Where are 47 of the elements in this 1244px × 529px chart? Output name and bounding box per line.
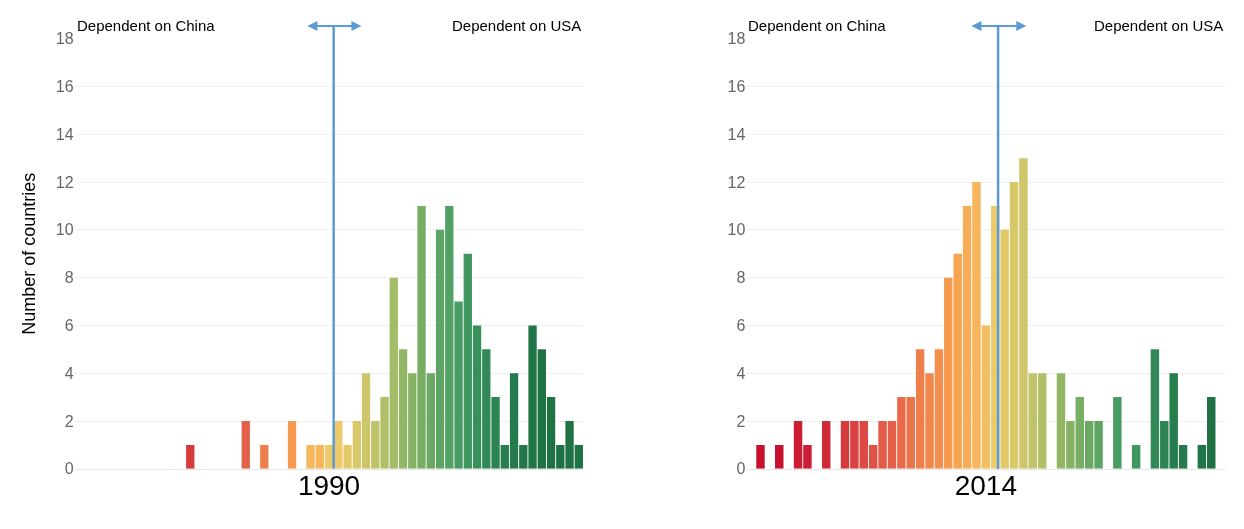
y-tick-label: 16	[727, 78, 746, 96]
y-tick-label: 14	[55, 125, 74, 143]
y-tick-label: 2	[736, 412, 746, 430]
y-tick-label: 6	[736, 317, 746, 335]
x-axis-title: 2014	[954, 469, 1018, 501]
bar	[775, 444, 784, 469]
y-tick-label: 10	[55, 221, 74, 239]
y-tick-label: 14	[727, 125, 746, 143]
y-tick-label: 10	[727, 221, 746, 239]
bar	[260, 444, 269, 469]
bar	[1113, 397, 1122, 469]
bar	[1131, 444, 1141, 469]
y-tick-label: 12	[727, 173, 746, 191]
y-tick-label: 8	[64, 269, 74, 287]
bar	[1037, 373, 1047, 469]
y-tick-label: 0	[736, 460, 746, 478]
bar	[389, 277, 398, 469]
y-tick-label: 4	[736, 364, 746, 382]
y-tick-label: 16	[55, 78, 74, 96]
bar	[1028, 373, 1038, 469]
y-tick-label: 2	[64, 412, 74, 430]
bar	[241, 421, 250, 469]
y-tick-label: 4	[64, 364, 74, 382]
text: Dependent on China	[77, 17, 216, 34]
bar	[398, 349, 408, 469]
bar	[287, 421, 297, 469]
bar	[756, 444, 765, 469]
y-tick-label: 12	[55, 173, 74, 191]
bar	[1075, 397, 1085, 469]
y-tick-label: 18	[727, 30, 746, 48]
bar	[380, 397, 389, 469]
y-axis-title: Number of countries	[19, 172, 40, 335]
bar	[1066, 421, 1075, 469]
y-tick-label: 18	[55, 30, 74, 48]
y-tick-label: 6	[64, 317, 74, 335]
x-axis-title: 1990	[297, 469, 361, 501]
text: Dependent on China	[748, 17, 887, 34]
bar	[371, 421, 380, 469]
text: Dependent on USA	[452, 17, 582, 34]
text: Dependent on USA	[1094, 17, 1224, 34]
y-tick-label: 8	[736, 269, 746, 287]
bar	[408, 373, 417, 469]
bar	[417, 205, 426, 469]
bar	[1056, 373, 1066, 469]
bar	[186, 444, 195, 469]
y-tick-label: 0	[64, 460, 74, 478]
bar	[822, 421, 831, 469]
